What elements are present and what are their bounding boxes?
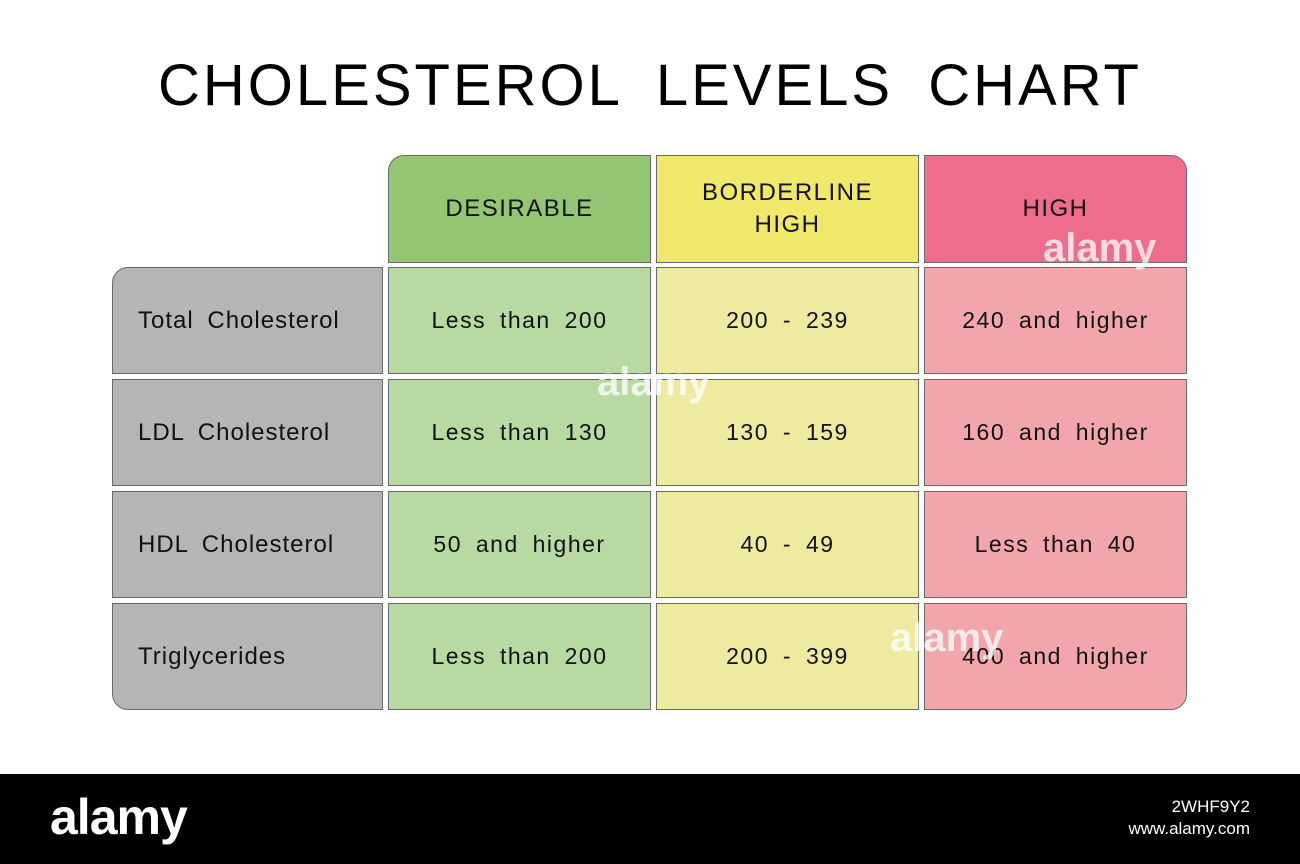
table-cell: 200 - 399	[656, 603, 919, 710]
table-cell: Less than 40	[924, 491, 1187, 598]
table-cell: Less than 200	[388, 603, 651, 710]
table-cell: 40 - 49	[656, 491, 919, 598]
table-cell: 400 and higher	[924, 603, 1187, 710]
column-header-desirable: DESIRABLE	[388, 155, 651, 263]
site-url: www.alamy.com	[1128, 819, 1250, 838]
row-label: Total Cholesterol	[112, 267, 383, 374]
alamy-logo: alamy	[50, 789, 188, 845]
table-cell: 240 and higher	[924, 267, 1187, 374]
table-cell: Less than 130	[388, 379, 651, 486]
row-label: HDL Cholesterol	[112, 491, 383, 598]
table-cell: Less than 200	[388, 267, 651, 374]
table-cell: 200 - 239	[656, 267, 919, 374]
column-header-borderline-high: BORDERLINE HIGH	[656, 155, 919, 263]
table-cell: 50 and higher	[388, 491, 651, 598]
image-id: 2WHF9Y2	[1171, 797, 1250, 816]
row-label: LDL Cholesterol	[112, 379, 383, 486]
table-cell: 160 and higher	[924, 379, 1187, 486]
column-header-high: HIGH	[924, 155, 1187, 263]
chart-title: CHOLESTEROL LEVELS CHART	[158, 53, 1142, 118]
footer-bar: alamy 2WHF9Y2 www.alamy.com	[0, 774, 1300, 864]
row-label: Triglycerides	[112, 603, 383, 710]
table-cell: 130 - 159	[656, 379, 919, 486]
image-credit: 2WHF9Y2 www.alamy.com	[1128, 796, 1250, 840]
